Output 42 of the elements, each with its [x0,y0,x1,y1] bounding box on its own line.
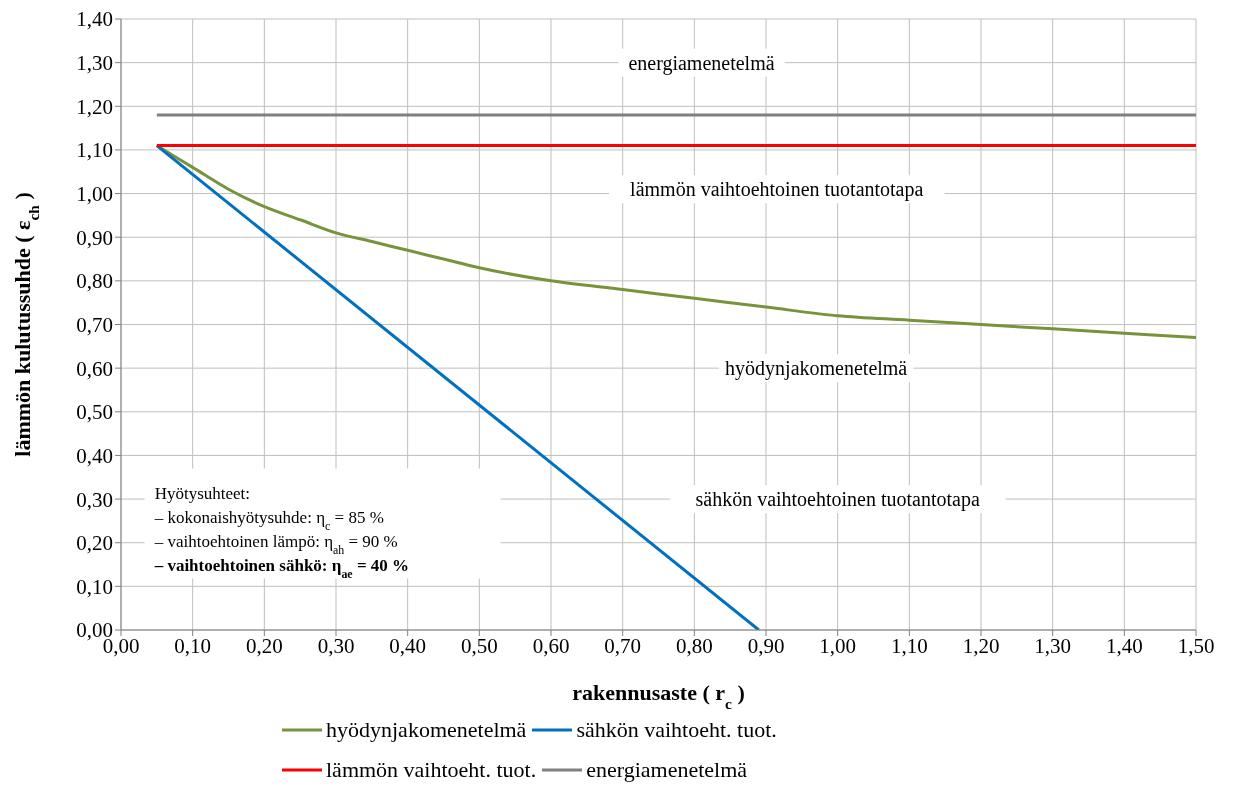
y-tick-label: 0,60 [76,356,113,381]
y-tick-label: 0,80 [76,269,113,294]
legend-label: sähkön vaihtoeht. tuot. [576,717,777,743]
x-tick-label: 0,80 [675,633,713,658]
x-tick-label: 0,90 [747,633,785,658]
x-tick-label: 1,40 [1105,633,1143,658]
y-tick-label: 1,00 [76,182,113,207]
annotation: energiamenetelmä [628,51,775,75]
x-tick-label: 1,20 [962,633,1000,658]
y-tick-label: 0,20 [76,531,113,556]
annotation: sähkön vaihtoehtoinen tuotantotapa [695,488,980,512]
x-tick-label: 0,60 [532,633,570,658]
x-tick-label: 1,50 [1177,633,1215,658]
y-tick-label: 1,40 [76,7,113,32]
y-tick-label: 1,30 [76,51,113,76]
x-tick-label: 0,40 [389,633,427,658]
legend-label: energiamenetelmä [586,757,748,783]
x-tick-label: 0,30 [317,633,355,658]
y-tick-label: 0,10 [76,574,113,599]
x-tick-label: 0,50 [460,633,498,658]
y-tick-label: 0,70 [76,312,113,337]
x-tick-label: 1,00 [819,633,857,658]
x-tick-label: 1,10 [890,633,928,658]
y-tick-label: 0,50 [76,400,113,425]
x-axis-title: rakennusaste ( r$_{c}$ ) [572,680,745,712]
x-tick-label: 0,70 [604,633,642,658]
legend-label: hyödynjakomenetelmä [326,717,527,743]
annotation: hyödynjakomenetelmä [725,357,908,381]
y-tick-label: 0,40 [76,443,113,468]
y-tick-label: 0,90 [76,225,113,250]
y-tick-label: 0,30 [76,487,113,512]
x-tick-label: 0,10 [174,633,212,658]
x-tick-label: 0,20 [245,633,283,658]
annotation: lämmön vaihtoehtoinen tuotantotapa [630,178,924,202]
annotation: – vaihtoehtoinen sähkö: η$_{ae}$ = 40 % [153,555,410,581]
annotation: – kokonaishyötysuhde: η$_{c}$ = 85 % [153,507,384,533]
legend-label: lämmön vaihtoeht. tuot. [326,757,537,783]
annotation: – vaihtoehtoinen lämpö: η$_{ah}$ = 90 % [153,531,398,557]
x-tick-label: 1,30 [1034,633,1072,658]
y-tick-label: 1,20 [76,94,113,119]
annotation: Hyötysuhteet: [154,483,251,503]
y-tick-label: 1,10 [76,138,113,163]
